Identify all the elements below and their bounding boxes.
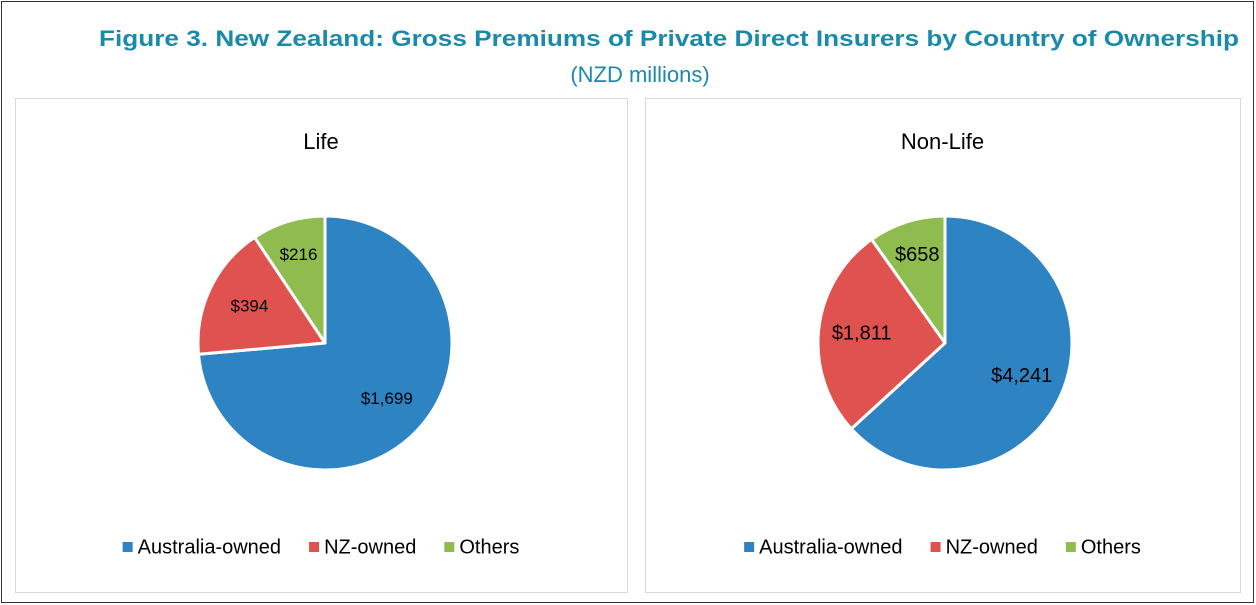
legend-label: NZ-owned [324, 536, 416, 558]
chart-title: Life [303, 129, 338, 154]
data-label: $1,811 [832, 322, 892, 344]
figure-title: Figure 3. New Zealand: Gross Premiums of… [99, 26, 1239, 51]
figure-subtitle: (NZD millions) [570, 62, 709, 87]
pie-slice [870, 214, 947, 345]
legend-swatch [930, 542, 941, 552]
data-label: $658 [895, 244, 940, 266]
data-label: $4,241 [991, 365, 1052, 387]
legend-label: Australia-owned [138, 536, 281, 558]
legend-label: Others [1081, 536, 1141, 558]
pie-slice [253, 214, 327, 345]
pie-slice [196, 235, 327, 356]
data-label: $1,699 [361, 389, 413, 408]
legend-swatch [744, 542, 755, 552]
chart-title: Non-Life [901, 129, 984, 154]
legend-swatch [122, 542, 133, 552]
legend-label: Australia-owned [759, 536, 902, 558]
pie-slice [849, 214, 1074, 472]
legend-label: NZ-owned [946, 536, 1038, 558]
legend-swatch [1065, 542, 1076, 552]
legend-label: Others [459, 536, 519, 558]
data-label: $216 [280, 245, 318, 264]
legend: Australia-owned NZ-owned Others [122, 536, 519, 558]
legend: Australia-owned NZ-owned Others [744, 536, 1141, 558]
pie-slice [816, 237, 947, 431]
legend-swatch [309, 542, 320, 552]
legend-swatch [444, 542, 455, 552]
data-label: $394 [230, 296, 268, 315]
